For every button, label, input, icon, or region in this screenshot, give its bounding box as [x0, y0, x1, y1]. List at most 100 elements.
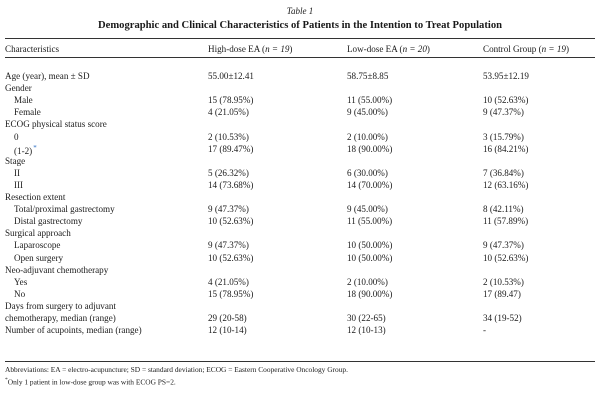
- row-label: (1-2)*: [14, 144, 37, 156]
- cell-high-dose: 15 (78.95%): [208, 95, 254, 106]
- cell-control: 9 (47.37%): [483, 107, 524, 118]
- table-row: Age (year), mean ± SD 55.00±12.41 58.75±8.…: [0, 71, 600, 83]
- cell-low-dose: 2 (10.00%): [347, 276, 388, 287]
- table-row: (1-2)* 17 (89.47%) 18 (90.00%) 16 (84.21%): [0, 144, 600, 156]
- row-label: Laparoscope: [14, 240, 60, 250]
- table-row: Surgical approach: [0, 228, 600, 240]
- cell-control: 34 (19-52): [483, 313, 522, 323]
- footnote-abbreviations: Abbreviations: EA = electro-acupuncture;…: [5, 365, 348, 374]
- row-label-text: Number of acupoints, median (range): [5, 325, 142, 336]
- cell-high-dose: 9 (47.37%): [208, 204, 249, 215]
- cell-low-dose: 2 (10.00%): [347, 131, 388, 142]
- table-bottom-rule: [5, 361, 595, 362]
- header-control: Control Group (n = 19): [483, 44, 569, 54]
- row-label-text: Gender: [5, 83, 32, 94]
- cell-high-dose: 10 (52.63%): [208, 216, 254, 227]
- cell-low-dose: 14 (70.00%): [347, 179, 393, 190]
- cell-high-dose: 14 (73.68%): [208, 179, 254, 190]
- table-row: Total/proximal gastrectomy 9 (47.37%) 9 (4…: [0, 204, 600, 216]
- row-label: III: [14, 180, 23, 190]
- header-characteristics: Characteristics: [5, 44, 60, 54]
- footnote-marker: *: [5, 377, 8, 383]
- cell-control: 7 (36.84%): [483, 167, 524, 178]
- row-label: Age (year), mean ± SD: [5, 71, 90, 81]
- table-row: Laparoscope 9 (47.37%) 10 (50.00%) 9 (47.37…: [0, 240, 600, 252]
- cell-low-dose: 10 (50.00%): [347, 240, 393, 251]
- cell-control: 53.95±12.19: [483, 71, 529, 81]
- table-row: II 5 (26.32%) 6 (30.00%) 7 (36.84%): [0, 168, 600, 180]
- row-label: Open surgery: [14, 253, 63, 263]
- cell-low-dose: 9 (45.00%): [347, 107, 388, 118]
- row-label-text: Stage: [5, 155, 26, 166]
- row-label-text: Female: [14, 107, 41, 118]
- row-label: Female: [14, 107, 41, 117]
- row-label: Gender: [5, 83, 32, 93]
- table-row: 0 2 (10.53%) 2 (10.00%) 3 (15.79%): [0, 132, 600, 144]
- cell-high-dose: 12 (10-14): [208, 325, 247, 336]
- row-label-text: Open surgery: [14, 252, 64, 263]
- table-row: Female 4 (21.05%) 9 (45.00%) 9 (47.37%): [0, 107, 600, 119]
- row-label-text: No: [14, 288, 26, 299]
- cell-low-dose: 18 (90.00%): [347, 288, 393, 299]
- row-label: ECOG physical status score: [5, 119, 107, 129]
- cell-high-dose: 29 (20-58): [208, 313, 247, 323]
- footnote-text: Only 1 patient in low-dose group was wit…: [7, 377, 176, 387]
- row-label-text: Total/proximal gastrectomy: [14, 204, 115, 215]
- cell-high-dose: 4 (21.05%): [208, 107, 249, 118]
- row-label-text: 0: [14, 131, 19, 142]
- row-label: Yes: [14, 277, 27, 287]
- row-label-text: chemotherapy, median (range): [5, 313, 116, 323]
- cell-high-dose: 15 (78.95%): [208, 288, 254, 299]
- row-label-text: II: [14, 167, 21, 178]
- cell-control: 8 (42.11%): [483, 204, 524, 215]
- cell-low-dose: 58.75±8.85: [347, 71, 389, 81]
- cell-control: 12 (63.16%): [483, 179, 529, 190]
- footnote-asterisk: *: [33, 143, 37, 152]
- table-row: Neo-adjuvant chemotherapy: [0, 265, 600, 277]
- row-label: chemotherapy, median (range): [5, 313, 116, 323]
- table-top-rule: [5, 38, 595, 39]
- cell-control: 9 (47.37%): [483, 240, 524, 251]
- cell-control: 2 (10.53%): [483, 276, 524, 287]
- cell-low-dose: 11 (55.00%): [347, 95, 393, 106]
- row-label-text: Surgical approach: [5, 228, 71, 239]
- row-label: Stage: [5, 156, 25, 166]
- table-header-rule: [5, 57, 595, 58]
- row-label: Male: [14, 95, 33, 105]
- cell-high-dose: 4 (21.05%): [208, 276, 249, 287]
- table-row: Days from surgery to adjuvant: [0, 301, 600, 313]
- row-label: 0: [14, 132, 19, 142]
- cell-control: -: [483, 325, 487, 336]
- table-row: Male 15 (78.95%) 11 (55.00%) 10 (52.63%): [0, 95, 600, 107]
- cell-high-dose: 17 (89.47%): [208, 143, 254, 154]
- cell-control: 10 (52.63%): [483, 95, 529, 106]
- row-label: II: [14, 168, 20, 178]
- cell-low-dose: 30 (22-65): [347, 313, 386, 323]
- cell-high-dose: 2 (10.53%): [208, 131, 249, 142]
- row-label: Number of acupoints, median (range): [5, 325, 142, 335]
- row-label-text: Male: [14, 95, 33, 106]
- table-row: III 14 (73.68%) 14 (70.00%) 12 (63.16%): [0, 180, 600, 192]
- cell-control: 10 (52.63%): [483, 252, 529, 263]
- table-row: Gender: [0, 83, 600, 95]
- row-label: Surgical approach: [5, 228, 71, 238]
- row-label-text: ECOG physical status score: [5, 119, 107, 130]
- cell-control: 16 (84.21%): [483, 143, 529, 154]
- cell-low-dose: 9 (45.00%): [347, 204, 388, 215]
- row-label-text: Yes: [14, 276, 28, 287]
- row-label-text: Age (year), mean ± SD: [5, 71, 90, 81]
- cell-high-dose: 10 (52.63%): [208, 252, 254, 263]
- table-row: Resection extent: [0, 192, 600, 204]
- table-row: No 15 (78.95%) 18 (90.00%) 17 (89.47): [0, 289, 600, 301]
- row-label-text: Neo-adjuvant chemotherapy: [5, 264, 109, 275]
- table-row: chemotherapy, median (range) 29 (20-58) 30…: [0, 313, 600, 325]
- row-label-text: (1-2): [14, 145, 33, 156]
- cell-control: 11 (57.89%): [483, 216, 529, 227]
- table-label: Table 1: [286, 6, 314, 16]
- header-high-dose: High-dose EA (n = 19): [208, 44, 293, 54]
- header-low-dose: Low-dose EA (n = 20): [347, 44, 430, 54]
- cell-high-dose: 55.00±12.41: [208, 71, 254, 81]
- row-label: Neo-adjuvant chemotherapy: [5, 265, 108, 275]
- cell-low-dose: 10 (50.00%): [347, 252, 393, 263]
